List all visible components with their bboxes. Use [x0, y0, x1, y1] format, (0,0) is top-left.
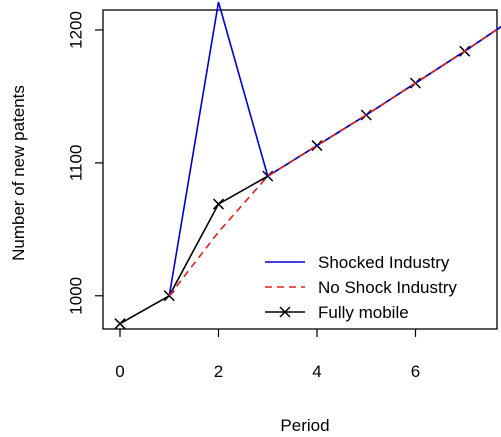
plot-series [114, 1, 501, 330]
data-point-marker [212, 198, 225, 210]
legend: Shocked Industry No Shock Industry Fully m… [265, 253, 457, 322]
legend-label: Shocked Industry [318, 253, 450, 272]
y-axis-label: Number of new patents [9, 85, 28, 261]
plot-frame [102, 9, 498, 330]
data-point-marker [114, 318, 126, 330]
x-tick-label: 4 [312, 362, 321, 381]
x-tick-label: 2 [214, 362, 223, 381]
legend-entry: No Shock Industry [265, 278, 457, 297]
x-tick-label: 6 [411, 362, 420, 381]
y-tick-label: 1000 [67, 277, 86, 315]
legend-label: Fully mobile [318, 303, 409, 322]
x-tick-label: 0 [115, 362, 124, 381]
series-line-1 [168, 25, 501, 297]
x-axis-label: Period [280, 416, 329, 435]
legend-entry: Shocked Industry [265, 253, 450, 272]
legend-label: No Shock Industry [318, 278, 457, 297]
series-line-0 [168, 1, 501, 296]
y-tick-label: 1100 [67, 145, 86, 182]
y-tick-label: 1200 [67, 11, 86, 49]
legend-entry: Fully mobile [265, 303, 409, 322]
axes: 02468100011001200 [67, 9, 498, 381]
